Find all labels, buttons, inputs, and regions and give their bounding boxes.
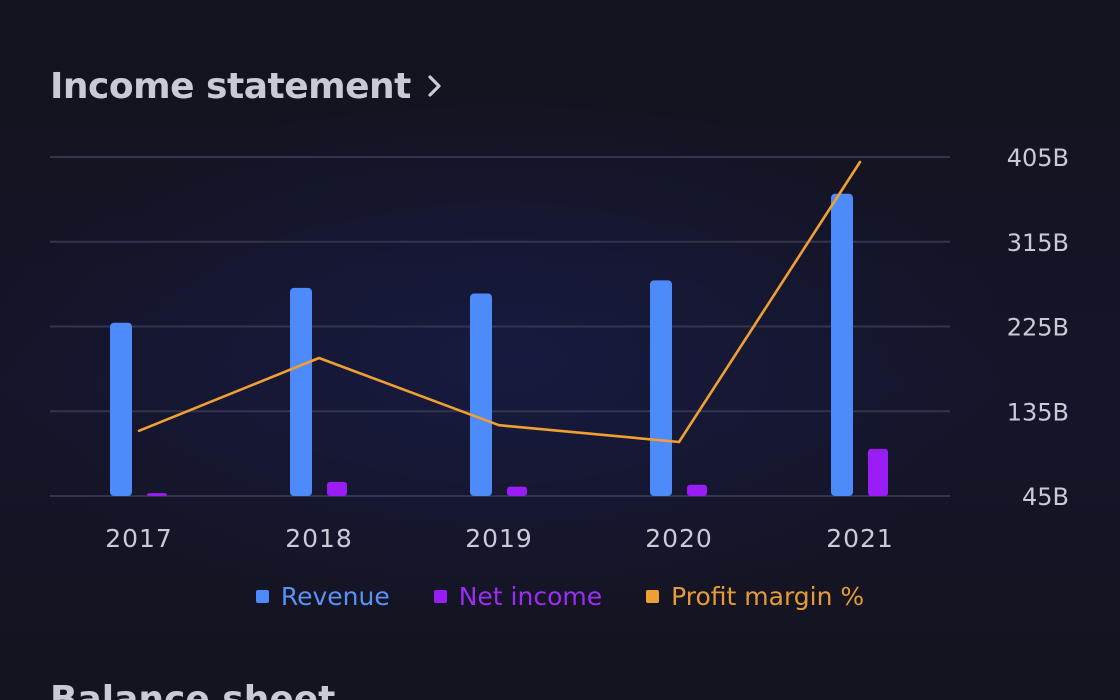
bar-net-income-2019[interactable]	[507, 486, 527, 496]
x-tick-label: 2021	[826, 524, 894, 553]
y-tick-label: 45B	[1022, 483, 1069, 511]
legend-item-net-income[interactable]: Net income	[433, 582, 603, 611]
bar-net-income-2017[interactable]	[147, 493, 167, 496]
line-profit-margin[interactable]	[137, 160, 862, 444]
income-chart: 405B 315B 225B 135B 45B 2017 2018 2019 2020 2021	[50, 144, 1069, 553]
x-tick-label: 2019	[465, 524, 533, 553]
bar-net-income-2018[interactable]	[327, 481, 347, 496]
bar-revenue-2018[interactable]	[290, 287, 312, 496]
next-section-title[interactable]: Balance sheet	[50, 680, 350, 700]
bar-revenue-2017[interactable]	[110, 322, 132, 496]
bar-revenue-2020[interactable]	[650, 280, 672, 496]
section-header[interactable]: Income statement	[50, 62, 445, 110]
profit-margin-line	[137, 160, 862, 444]
legend-item-profit-margin[interactable]: Profit margin %	[646, 582, 864, 611]
legend-item-revenue[interactable]: Revenue	[255, 582, 390, 611]
legend-label-net-income: Net income	[458, 582, 603, 611]
y-axis-ticks: 405B 315B 225B 135B 45B	[1007, 144, 1069, 511]
y-tick-label: 315B	[1007, 229, 1069, 257]
bar-net-income-2020[interactable]	[687, 484, 707, 496]
grid-lines	[50, 156, 950, 497]
x-tick-label: 2020	[645, 524, 713, 553]
chart-legend: Revenue Net income Profit margin %	[0, 582, 1120, 611]
y-tick-label: 225B	[1007, 314, 1069, 342]
bar-revenue-2019[interactable]	[470, 293, 492, 496]
next-section-label: Balance sheet	[50, 680, 350, 700]
bar-net-income-2021[interactable]	[868, 448, 888, 496]
legend-label-revenue: Revenue	[280, 582, 390, 611]
x-axis-ticks: 2017 2018 2019 2020 2021	[105, 524, 894, 553]
x-tick-label: 2018	[285, 524, 353, 553]
bar-revenue-2021[interactable]	[831, 193, 853, 496]
legend-swatch-revenue	[255, 590, 269, 603]
legend-swatch-net-income	[433, 590, 447, 603]
legend-swatch-profit-margin	[646, 590, 660, 603]
bars	[110, 193, 888, 496]
page-title: Income statement	[50, 65, 411, 107]
y-tick-label: 405B	[1007, 144, 1069, 172]
chevron-right-icon	[428, 75, 441, 97]
y-tick-label: 135B	[1007, 398, 1069, 426]
x-tick-label: 2017	[105, 524, 173, 553]
legend-label-profit-margin: Profit margin %	[671, 582, 865, 611]
